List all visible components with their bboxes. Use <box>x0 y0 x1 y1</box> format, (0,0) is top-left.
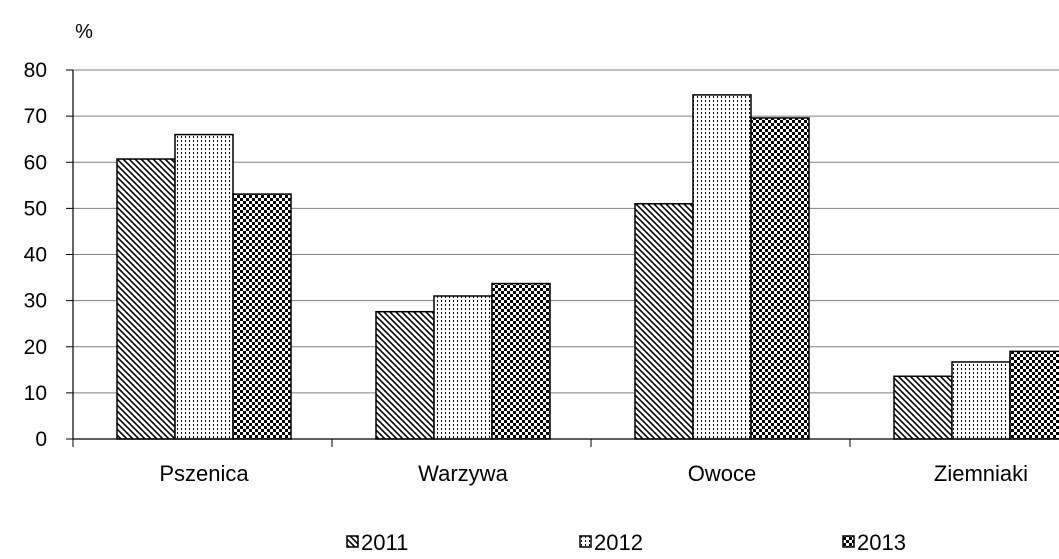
y-tick-label: 10 <box>24 382 47 405</box>
bar <box>951 361 1011 440</box>
x-category-label: Warzywa <box>418 461 508 486</box>
legend-swatch <box>346 535 359 548</box>
y-tick-label: 60 <box>24 151 47 174</box>
bar <box>116 158 176 440</box>
legend-label: 2012 <box>594 530 643 554</box>
x-category-label: Pszenica <box>159 461 249 486</box>
y-tick-label: 70 <box>24 105 47 128</box>
legend: 2011 2012 2013 <box>346 530 906 555</box>
y-axis-unit-label: % <box>75 21 93 43</box>
legend-label: 2011 <box>361 530 408 554</box>
y-tick-label: 0 <box>35 428 47 451</box>
y-axis-ticks: 0 10 20 30 40 50 60 70 80 <box>24 59 73 451</box>
bar <box>232 193 292 440</box>
bar <box>433 295 493 440</box>
axes <box>72 70 1059 447</box>
bar <box>634 203 694 440</box>
bar <box>491 282 551 440</box>
legend-swatch <box>842 535 855 548</box>
bar <box>1009 350 1059 440</box>
bar <box>750 117 810 440</box>
y-tick-label: 30 <box>24 290 47 313</box>
x-axis-labels: Pszenica Warzywa Owoce Ziemniaki <box>159 461 1028 486</box>
y-tick-label: 50 <box>24 197 47 220</box>
bars <box>116 94 1059 440</box>
y-tick-label: 20 <box>24 336 47 359</box>
legend-swatch <box>579 535 592 548</box>
bar <box>893 375 953 440</box>
x-category-label: Ziemniaki <box>934 461 1028 486</box>
x-category-label: Owoce <box>688 461 756 486</box>
bar <box>692 94 752 440</box>
legend-label: 2013 <box>857 530 906 554</box>
bar <box>375 310 435 440</box>
y-tick-label: 40 <box>24 244 47 267</box>
y-tick-label: 80 <box>24 59 47 82</box>
bar <box>174 133 234 440</box>
